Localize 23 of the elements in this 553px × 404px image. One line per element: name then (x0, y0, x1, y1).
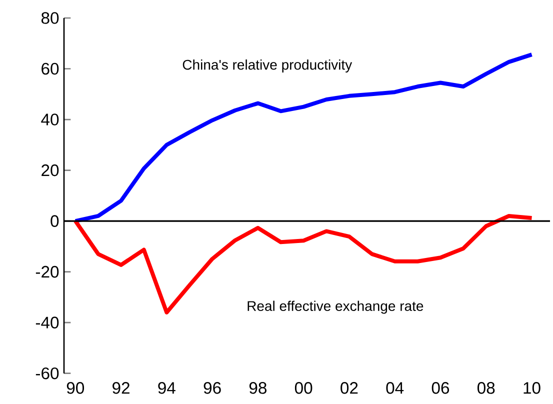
y-tick-label: 40 (41, 114, 59, 126)
y-tick-label: -20 (36, 266, 59, 278)
x-tick-label: 08 (477, 382, 495, 394)
x-tick-label: 10 (524, 382, 540, 394)
x-tick-label: 96 (204, 382, 221, 394)
y-tick-label: 60 (42, 62, 59, 75)
x-tick-label: 98 (249, 382, 266, 394)
x-tick-label: 04 (386, 382, 404, 394)
x-tick-label: 94 (158, 382, 176, 394)
y-tick-label: 0 (50, 215, 59, 227)
series-label: China's relative productivity (182, 59, 352, 72)
x-tick-label: 06 (432, 382, 450, 394)
line-series (73, 214, 534, 314)
line-series (73, 52, 534, 224)
y-tick-label: -40 (36, 316, 59, 328)
text: Real effective exchange rate (248, 300, 424, 314)
y-tick-label: 20 (42, 164, 59, 176)
x-tick-label: 90 (66, 382, 84, 394)
x-tick-label: 02 (340, 382, 358, 394)
x-tick-label: 92 (112, 382, 130, 394)
y-tick-label: 80 (41, 12, 59, 24)
y-tick-label: -60 (36, 367, 59, 380)
x-tick-label: 00 (294, 382, 312, 394)
